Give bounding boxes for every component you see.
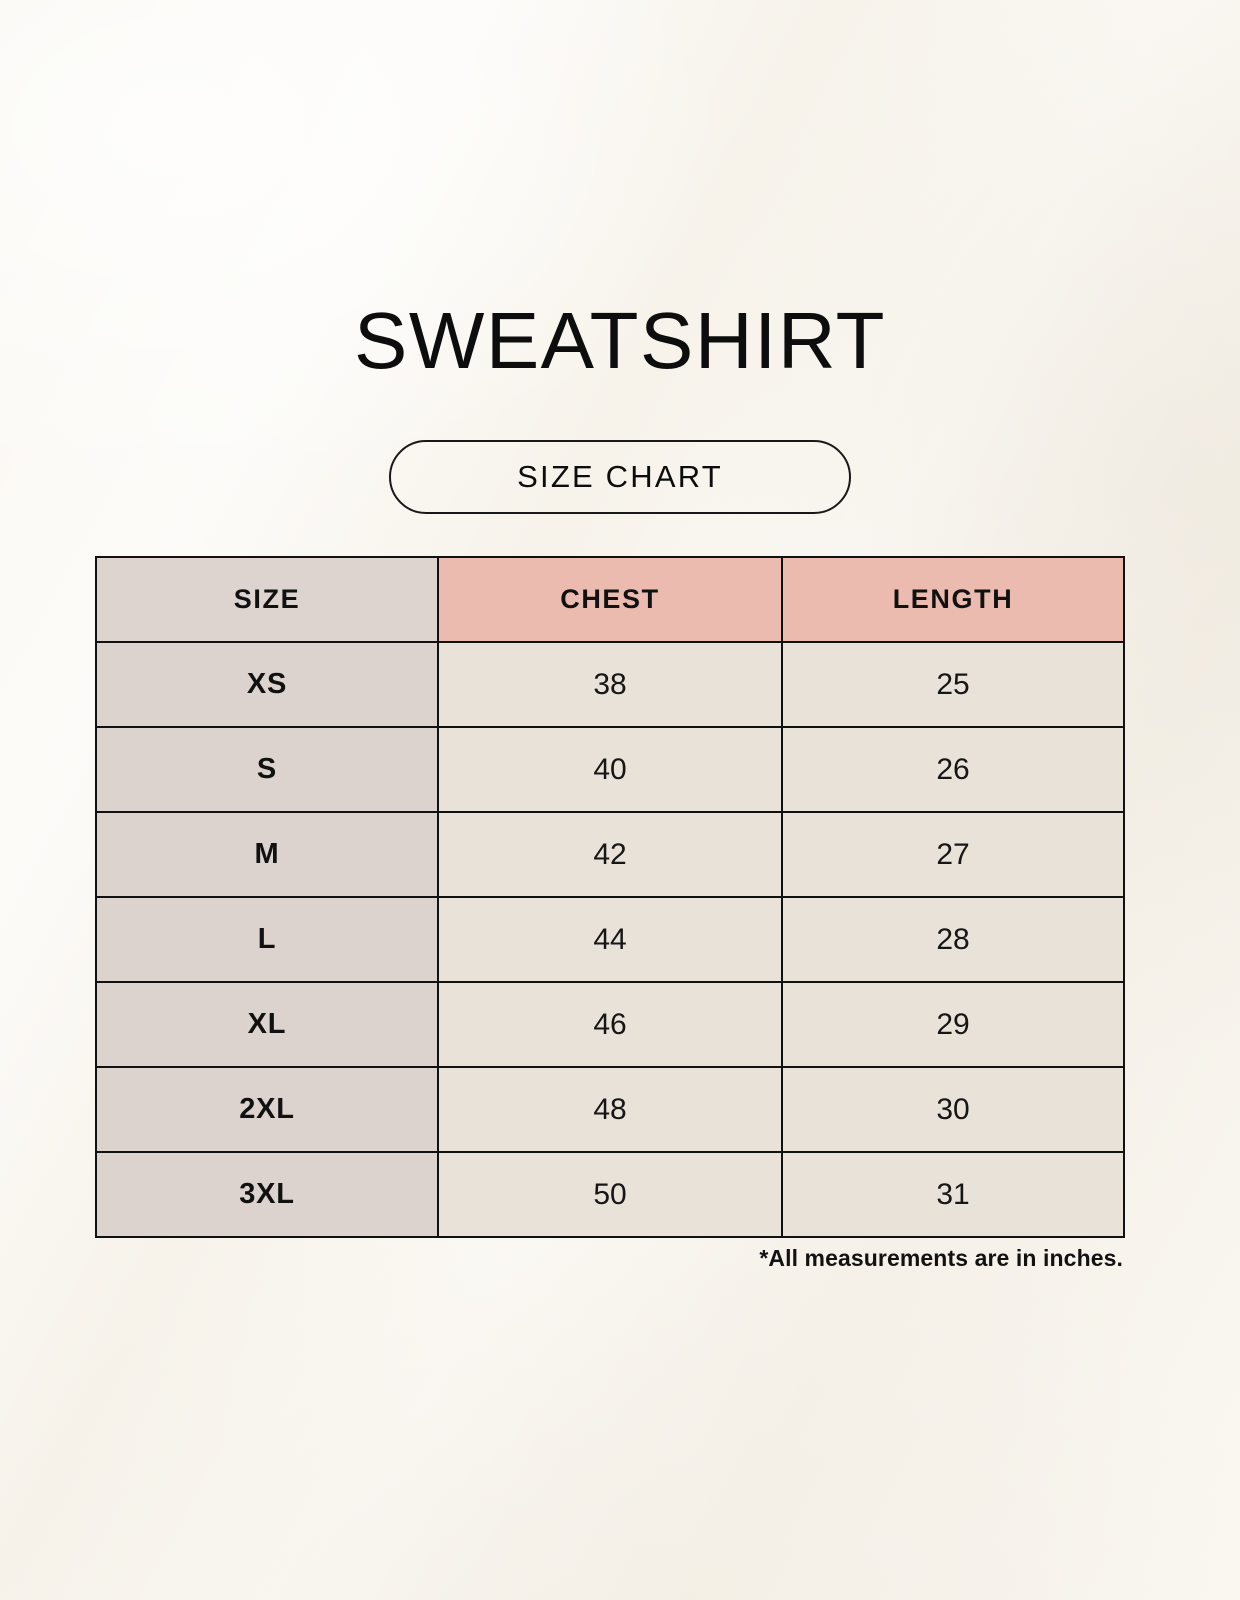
- table-header-row: SIZE CHEST LENGTH: [95, 556, 1125, 643]
- cell-chest: 44: [437, 896, 783, 983]
- cell-length: 28: [781, 896, 1125, 983]
- cell-chest: 38: [437, 641, 783, 728]
- table-body: XS 38 25 S 40 26 M 42 27 L 44 28: [95, 641, 1125, 1238]
- size-chart-table-container: SIZE CHEST LENGTH XS 38 25 S 40 26 M: [95, 556, 1125, 1238]
- column-header-length: LENGTH: [781, 556, 1125, 643]
- size-chart-table: SIZE CHEST LENGTH XS 38 25 S 40 26 M: [95, 556, 1125, 1238]
- cell-size: L: [95, 896, 439, 983]
- size-chart-badge-label: SIZE CHART: [517, 459, 723, 494]
- cell-size: S: [95, 726, 439, 813]
- cell-size: 3XL: [95, 1151, 439, 1238]
- table-row: L 44 28: [95, 896, 1125, 983]
- column-header-chest: CHEST: [437, 556, 783, 643]
- cell-chest: 42: [437, 811, 783, 898]
- table-header: SIZE CHEST LENGTH: [95, 556, 1125, 643]
- cell-size: XS: [95, 641, 439, 728]
- size-chart-badge: SIZE CHART: [389, 440, 851, 514]
- cell-length: 30: [781, 1066, 1125, 1153]
- table-row: S 40 26: [95, 726, 1125, 813]
- table-row: 3XL 50 31: [95, 1151, 1125, 1238]
- table-row: XL 46 29: [95, 981, 1125, 1068]
- table-row: 2XL 48 30: [95, 1066, 1125, 1153]
- cell-length: 31: [781, 1151, 1125, 1238]
- cell-length: 27: [781, 811, 1125, 898]
- cell-chest: 46: [437, 981, 783, 1068]
- cell-chest: 48: [437, 1066, 783, 1153]
- measurements-note: *All measurements are in inches.: [759, 1245, 1123, 1271]
- cell-chest: 50: [437, 1151, 783, 1238]
- cell-chest: 40: [437, 726, 783, 813]
- cell-size: M: [95, 811, 439, 898]
- cell-length: 29: [781, 981, 1125, 1068]
- page-title: SWEATSHIRT: [353, 296, 887, 385]
- cell-size: 2XL: [95, 1066, 439, 1153]
- cell-length: 25: [781, 641, 1125, 728]
- column-header-size: SIZE: [95, 556, 439, 643]
- cell-size: XL: [95, 981, 439, 1068]
- table-row: XS 38 25: [95, 641, 1125, 728]
- table-row: M 42 27: [95, 811, 1125, 898]
- cell-length: 26: [781, 726, 1125, 813]
